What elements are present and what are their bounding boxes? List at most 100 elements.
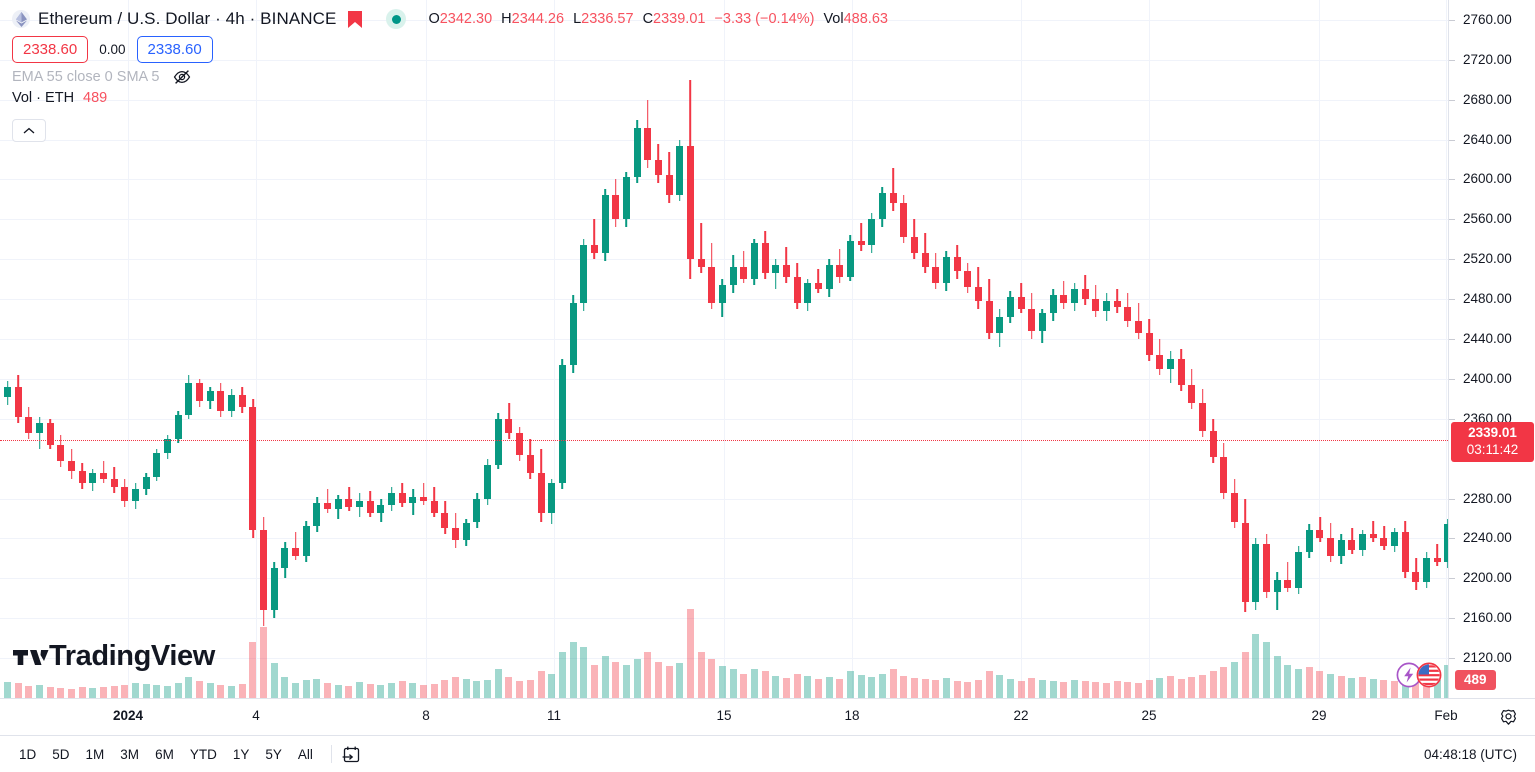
candlestick: [697, 0, 705, 698]
candlestick: [1252, 0, 1260, 698]
range-button-3m[interactable]: 3M: [120, 746, 140, 762]
volume-bar: [697, 652, 705, 698]
close-value: 2339.01: [653, 11, 706, 27]
price-axis-label: 2480.00: [1463, 291, 1512, 307]
candlestick: [1113, 0, 1121, 698]
candlestick: [1124, 0, 1132, 698]
candlestick: [1423, 0, 1431, 698]
volume-value: 488.63: [843, 11, 888, 27]
symbol-title[interactable]: Ethereum / U.S. Dollar · 4h · BINANCE: [38, 9, 337, 28]
volume-bar: [1156, 677, 1164, 698]
candlestick: [420, 0, 428, 698]
candlestick: [1017, 0, 1025, 698]
range-button-all[interactable]: All: [297, 746, 313, 762]
volume-bar: [548, 673, 556, 698]
candlestick: [1369, 0, 1377, 698]
candlestick: [644, 0, 652, 698]
candlestick: [1316, 0, 1324, 698]
candlestick: [1145, 0, 1153, 698]
price-axis-tick: [1449, 578, 1455, 580]
gridline-vertical: [1021, 0, 1022, 698]
volume-bar: [345, 685, 353, 698]
price-axis-tick: [1449, 299, 1455, 301]
candlestick: [548, 0, 556, 698]
volume-bar: [1071, 679, 1078, 698]
candlestick: [750, 0, 758, 698]
volume-bar: [878, 673, 886, 698]
range-button-1y[interactable]: 1Y: [232, 746, 250, 762]
price-axis-tick: [1449, 139, 1455, 141]
buy-price-button[interactable]: 2338.60: [136, 35, 213, 63]
volume-bar: [228, 685, 236, 698]
volume-bar: [1060, 681, 1068, 698]
eye-off-icon[interactable]: [173, 68, 191, 86]
volume-bar: [868, 676, 876, 698]
current-price-badge: 2339.01 03:11:42: [1451, 421, 1534, 462]
candlestick: [14, 0, 22, 698]
volume-bar: [846, 671, 854, 698]
indicator-label[interactable]: EMA 55 close 0 SMA 5: [12, 69, 160, 85]
gridline-vertical: [128, 0, 129, 698]
candlestick: [185, 0, 193, 698]
range-button-1m[interactable]: 1M: [85, 746, 105, 762]
volume-legend-row: Vol · ETH 489: [12, 90, 897, 114]
chart-canvas[interactable]: [0, 0, 1448, 698]
gear-icon[interactable]: [1500, 709, 1517, 731]
high-value: 2344.26: [511, 11, 565, 27]
candlestick: [260, 0, 268, 698]
price-axis-tick: [1449, 418, 1455, 420]
range-button-1d[interactable]: 1D: [19, 746, 37, 762]
volume-bar: [388, 682, 396, 698]
lightning-bolt-icon[interactable]: [1396, 662, 1422, 688]
sell-price-button[interactable]: 2338.60: [12, 35, 89, 63]
candlestick: [1156, 0, 1164, 698]
volume-bar: [665, 666, 673, 698]
candlestick: [473, 0, 481, 698]
price-axis[interactable]: 2760.00 2720.00 2680.00 2640.00 2600.00 2560.…: [1448, 0, 1535, 698]
price-axis-label: 2280.00: [1463, 490, 1512, 506]
time-axis[interactable]: 2024 4 8 11 15 18 22 25 29 Feb: [0, 698, 1535, 735]
volume-bar: [1444, 665, 1448, 698]
candlestick: [537, 0, 545, 698]
gridline-vertical: [1319, 0, 1320, 698]
volume-bar: [1049, 680, 1057, 698]
candlestick: [1103, 0, 1110, 698]
go-to-date-icon[interactable]: [342, 745, 361, 764]
range-button-5d[interactable]: 5D: [52, 746, 70, 762]
candlestick: [1188, 0, 1196, 698]
volume-bar: [1380, 679, 1388, 698]
candlestick: [622, 0, 630, 698]
range-button-5y[interactable]: 5Y: [265, 746, 282, 762]
candlestick: [196, 0, 204, 698]
market-open-dot-icon[interactable]: [386, 9, 407, 29]
candlestick: [1049, 0, 1057, 698]
ohlc-values: O2342.30 H2344.26 L2336.57 C2339.01 −3.33 (−…: [428, 11, 897, 27]
us-flag-icon[interactable]: [1416, 662, 1442, 688]
candlestick: [89, 0, 97, 698]
volume-badge: 489: [1455, 670, 1496, 690]
price-pills-row: 2338.60 0.00 2338.60: [12, 34, 897, 64]
candlestick: [1348, 0, 1356, 698]
candlestick: [356, 0, 364, 698]
candlestick: [964, 0, 972, 698]
collapse-pane-button[interactable]: [12, 119, 46, 142]
red-flag-icon[interactable]: [348, 10, 363, 28]
volume-legend-label[interactable]: Vol · ETH: [12, 90, 75, 106]
chart-legend: Ethereum / U.S. Dollar · 4h · BINANCE O2…: [12, 6, 897, 142]
candlestick: [345, 0, 353, 698]
price-axis-label: 2640.00: [1463, 131, 1512, 147]
price-axis-label: 2160.00: [1463, 610, 1512, 626]
range-button-6m[interactable]: 6M: [155, 746, 174, 762]
range-button-ytd[interactable]: YTD: [189, 746, 217, 762]
candlestick: [505, 0, 513, 698]
candlestick: [1295, 0, 1303, 698]
candlestick: [654, 0, 662, 698]
candlestick: [580, 0, 588, 698]
volume-bar: [1006, 678, 1014, 698]
candlestick: [228, 0, 236, 698]
candlestick: [302, 0, 310, 698]
candlestick: [846, 0, 854, 698]
bar-countdown: 03:11:42: [1466, 441, 1519, 457]
candlestick: [100, 0, 108, 698]
volume-bar: [612, 662, 620, 698]
